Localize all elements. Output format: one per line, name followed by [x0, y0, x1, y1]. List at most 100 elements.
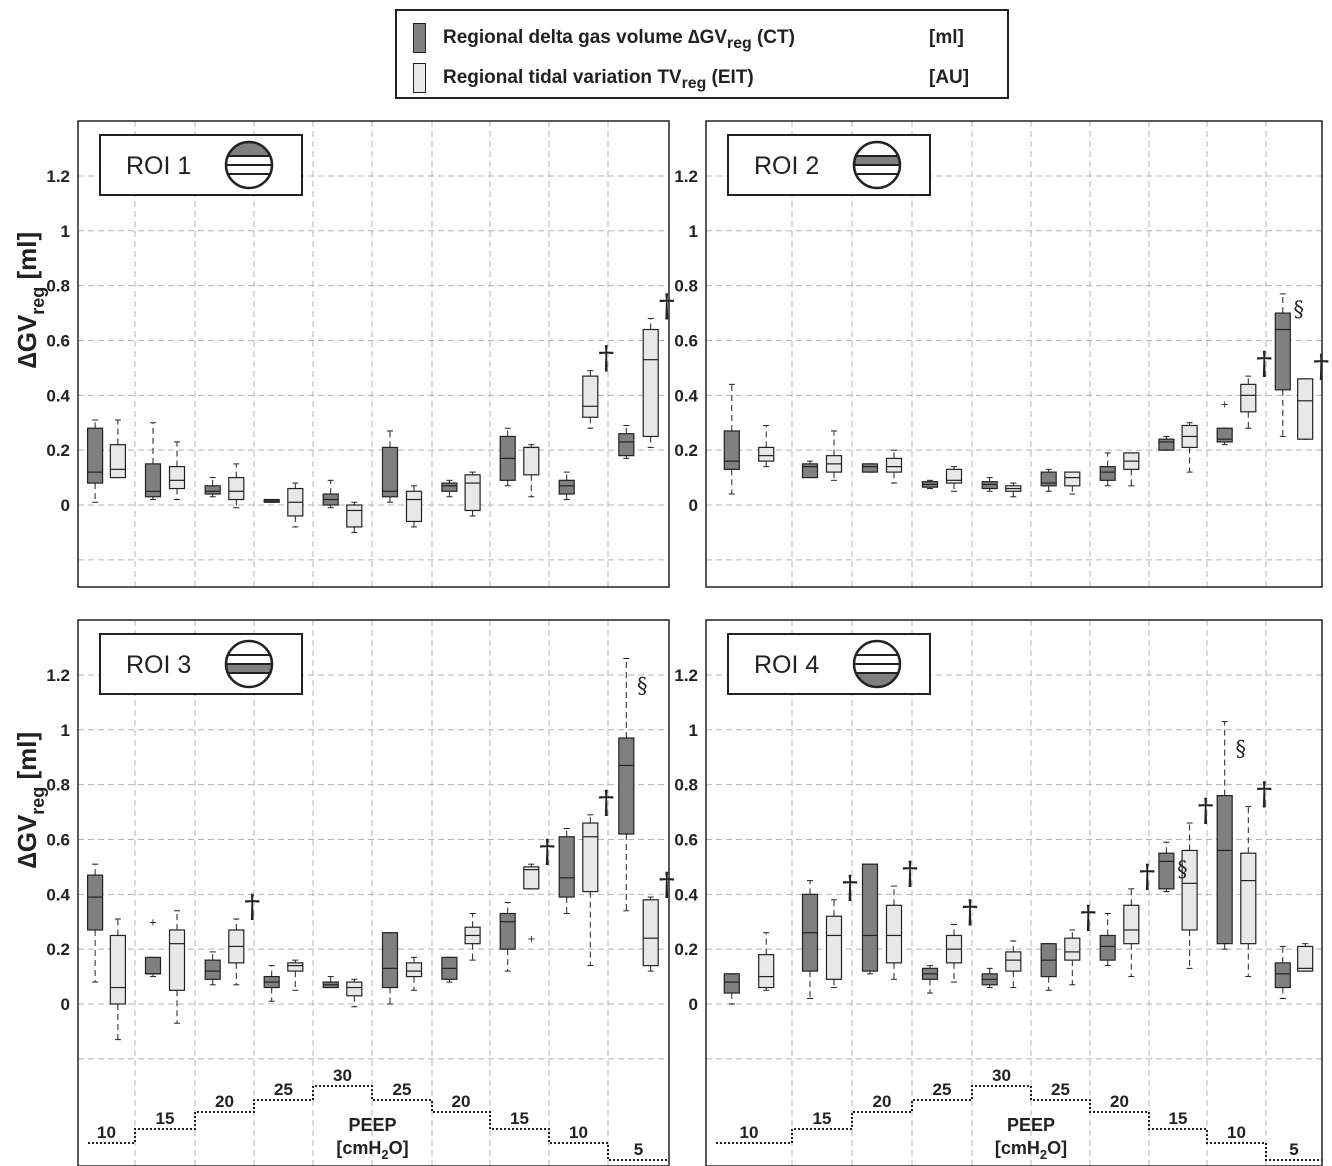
box-eit	[1005, 482, 1022, 498]
box-ct	[86, 419, 104, 503]
box-iqr	[1064, 937, 1081, 961]
legend-swatch-eit	[413, 63, 426, 93]
box-ct	[499, 427, 516, 487]
lung-section-icon-top	[224, 140, 274, 190]
y-tick-label: 1	[689, 222, 698, 241]
y-axis-label: ∆GVreg [ml]	[12, 232, 48, 368]
y-tick-label: 1	[61, 222, 70, 241]
box-ct	[1216, 721, 1233, 950]
box-eit	[1123, 888, 1140, 978]
box-iqr	[346, 504, 363, 528]
y-tick-label: 1.2	[46, 666, 70, 685]
box-iqr	[228, 476, 245, 501]
box-iqr	[1099, 466, 1116, 481]
section-mark: §	[1235, 737, 1246, 761]
box-eit	[168, 441, 186, 501]
roi-title-box: ROI 2	[727, 134, 931, 196]
lung-section-icon-lower-middle	[224, 639, 274, 689]
peep-level-label: 20	[873, 1092, 892, 1111]
box-eit	[464, 913, 481, 961]
box-eit	[287, 482, 304, 528]
box-ct	[499, 902, 516, 972]
legend-label-ct-sub: reg	[727, 34, 752, 52]
box-iqr	[523, 866, 540, 890]
box-iqr	[1064, 471, 1081, 487]
box-ct	[618, 658, 635, 912]
box-iqr	[723, 430, 740, 470]
y-tick-label: 0.8	[674, 776, 698, 795]
peep-label: PEEP	[348, 1115, 396, 1135]
box-iqr	[618, 433, 635, 457]
box-eit	[1297, 943, 1314, 972]
dagger-mark: †	[902, 854, 918, 892]
outlier-point: +	[1221, 400, 1229, 411]
box-ct	[144, 956, 162, 978]
y-tick-label: 0	[689, 496, 698, 515]
box-eit	[1240, 375, 1257, 429]
legend-unit-eit: [AU]	[929, 67, 970, 88]
box-iqr	[723, 973, 740, 994]
peep-level-label: 15	[510, 1109, 529, 1128]
box-iqr	[1040, 471, 1057, 487]
peep-unit-sub: 2	[381, 1147, 388, 1162]
box-iqr	[885, 457, 903, 473]
peep-level-label: 10	[97, 1123, 116, 1142]
box-iqr	[381, 932, 399, 989]
box-ct	[144, 422, 162, 501]
legend-label-eit-sub: reg	[681, 74, 707, 92]
peep-level-label: 15	[813, 1109, 832, 1128]
panel-frame	[77, 120, 670, 588]
y-tick-label: 0.2	[46, 940, 70, 959]
peep-unit-sub: 2	[1040, 1147, 1047, 1162]
box-ct	[86, 863, 104, 983]
peep-level-label: 30	[992, 1066, 1011, 1085]
box-ct	[1158, 841, 1175, 893]
box-iqr	[885, 904, 903, 964]
box-ct	[263, 965, 280, 1002]
outlier-point: +	[149, 918, 157, 929]
y-axis-label-main: ∆GV	[12, 814, 42, 868]
y-axis-label-main: ∆GV	[12, 314, 42, 368]
box-iqr	[1123, 904, 1140, 945]
panel-frame	[705, 619, 1323, 1166]
box-ct	[723, 383, 740, 495]
box-eit	[945, 466, 963, 492]
section-mark: §	[637, 674, 648, 698]
box-eit	[1240, 806, 1257, 978]
peep-level-label: 25	[1051, 1080, 1070, 1099]
box-ct	[381, 932, 399, 1005]
lung-section-icon-bottom	[852, 639, 902, 689]
box-iqr	[825, 915, 843, 980]
peep-unit: [cmH2O]	[995, 1138, 1067, 1162]
y-axis-label-unit: [ml]	[12, 732, 42, 787]
box-iqr	[1158, 438, 1175, 451]
box-iqr	[642, 899, 659, 967]
peep-step-line	[716, 1085, 1322, 1161]
y-tick-label: 0.4	[674, 386, 698, 405]
box-iqr	[405, 490, 423, 523]
y-tick-label: 0.2	[674, 441, 698, 460]
box-ct	[322, 976, 339, 989]
box-eit	[945, 923, 963, 983]
box-ct	[1099, 913, 1116, 967]
box-eit	[825, 899, 843, 989]
box-eit	[825, 430, 843, 481]
box-iqr	[204, 485, 221, 495]
box-ct	[204, 477, 221, 498]
box-iqr	[1274, 962, 1291, 989]
box-iqr	[109, 444, 127, 479]
dagger-mark: †	[598, 339, 614, 377]
peep-level-label: 5	[1289, 1140, 1298, 1159]
peep-level-label: 5	[634, 1140, 643, 1159]
box-eit	[523, 863, 540, 890]
box-eit	[405, 956, 423, 991]
box-ct	[618, 424, 635, 459]
box-iqr	[168, 466, 186, 490]
y-tick-label: 1.2	[674, 167, 698, 186]
dagger-mark: †	[1256, 344, 1272, 382]
chart-panel-4: 00.20.40.60.811.2§§† †† ††† †ROI 4101520253…	[674, 619, 1323, 1166]
box-eit	[346, 501, 363, 533]
box-eit	[885, 885, 903, 980]
y-tick-label: 0.6	[674, 331, 698, 350]
box-iqr	[945, 468, 963, 484]
